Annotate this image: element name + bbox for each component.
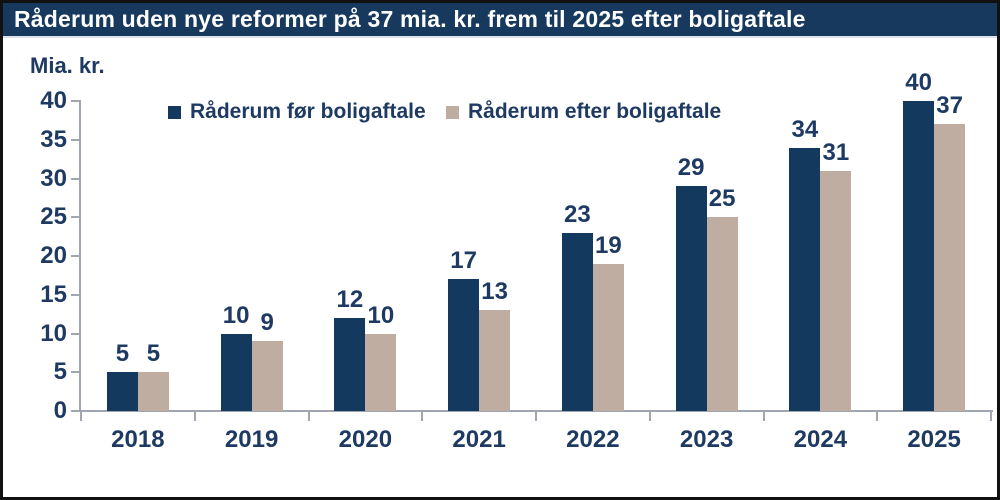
x-tick-label-2021: 2021 bbox=[452, 426, 506, 453]
chart-container: Råderum uden nye reformer på 37 mia. kr.… bbox=[3, 3, 997, 497]
y-tick-label: 15 bbox=[40, 280, 67, 308]
bar-for-boligaftale-2021 bbox=[448, 279, 480, 411]
bar-label-efter-boligaftale-2019: 9 bbox=[260, 309, 274, 337]
y-tick-label: 25 bbox=[40, 203, 67, 231]
x-tick-mark bbox=[307, 411, 310, 421]
x-tick-label-2020: 2020 bbox=[338, 426, 393, 453]
bar-for-boligaftale-2019 bbox=[220, 333, 252, 411]
bar-label-efter-boligaftale-2024: 31 bbox=[822, 138, 850, 166]
bar-for-boligaftale-2023 bbox=[675, 186, 707, 411]
bar-label-for-boligaftale-2018: 5 bbox=[115, 340, 130, 368]
bar-label-for-boligaftale-2022: 23 bbox=[564, 200, 591, 228]
y-axis-line bbox=[79, 100, 81, 412]
legend-label-efter-boligaftale: Råderum efter boligaftale bbox=[468, 100, 722, 123]
bar-efter-boligaftale-2018 bbox=[137, 372, 169, 411]
y-axis-unit-label: Mia. kr. bbox=[30, 53, 105, 78]
x-tick-mark bbox=[80, 411, 82, 421]
bar-efter-boligaftale-2022 bbox=[592, 263, 624, 411]
bar-label-efter-boligaftale-2025: 37 bbox=[936, 92, 963, 120]
bar-for-boligaftale-2018 bbox=[106, 372, 138, 411]
y-tick-mark bbox=[71, 100, 79, 102]
bar-label-for-boligaftale-2025: 40 bbox=[905, 69, 932, 96]
bar-efter-boligaftale-2023 bbox=[706, 217, 738, 411]
bar-label-for-boligaftale-2023: 29 bbox=[677, 154, 705, 182]
y-tick-mark bbox=[71, 177, 79, 180]
x-tick-mark bbox=[876, 411, 879, 421]
plot-area: 5 10 12 17 23 29 34 40 5 9 10 13 19 25 31 37 bbox=[71, 70, 993, 421]
bar-label-efter-boligaftale-2022: 19 bbox=[595, 231, 622, 259]
y-tick-label: 10 bbox=[40, 319, 67, 347]
bar-efter-boligaftale-2019 bbox=[251, 341, 283, 411]
x-tick-mark bbox=[193, 411, 196, 421]
legend-swatch-efter-boligaftale bbox=[446, 105, 459, 119]
bar-label-efter-boligaftale-2018: 5 bbox=[146, 340, 161, 368]
legend-item-efter-boligaftale: Råderum efter boligaftale bbox=[446, 100, 721, 124]
x-tick-label-2023: 2023 bbox=[679, 426, 734, 453]
bar-label-for-boligaftale-2020: 12 bbox=[336, 286, 364, 313]
y-tick-label: 20 bbox=[40, 242, 67, 269]
y-tick-label: 0 bbox=[53, 397, 67, 424]
bar-efter-boligaftale-2020 bbox=[365, 333, 397, 411]
bar-label-efter-boligaftale-2020: 10 bbox=[367, 301, 395, 329]
bar-for-boligaftale-2024 bbox=[789, 147, 821, 411]
y-tick-mark bbox=[71, 293, 79, 296]
bar-label-efter-boligaftale-2023: 25 bbox=[708, 185, 736, 213]
bar-for-boligaftale-2022 bbox=[561, 232, 593, 411]
y-tick-label: 35 bbox=[40, 125, 67, 153]
y-tick-label: 40 bbox=[40, 87, 67, 114]
y-tick-mark bbox=[71, 371, 79, 374]
y-tick-mark bbox=[71, 332, 79, 335]
chart-title-bar: Råderum uden nye reformer på 37 mia. kr.… bbox=[3, 3, 997, 38]
y-tick-mark bbox=[71, 138, 79, 141]
x-tick-mark bbox=[648, 411, 651, 421]
x-tick-label-2019: 2019 bbox=[224, 426, 279, 453]
x-tick-label-2024: 2024 bbox=[793, 426, 848, 453]
bar-label-for-boligaftale-2024: 34 bbox=[791, 115, 819, 143]
x-tick-mark bbox=[990, 411, 992, 421]
bar-label-for-boligaftale-2019: 10 bbox=[222, 301, 250, 329]
y-tick-label: 5 bbox=[53, 358, 67, 386]
bar-efter-boligaftale-2024 bbox=[820, 170, 852, 411]
bar-label-efter-boligaftale-2021: 13 bbox=[481, 278, 508, 306]
bar-label-for-boligaftale-2021: 17 bbox=[450, 247, 477, 275]
y-tick-mark bbox=[71, 255, 79, 257]
chart-title: Råderum uden nye reformer på 37 mia. kr.… bbox=[14, 6, 806, 32]
x-tick-label-2025: 2025 bbox=[907, 426, 961, 453]
bar-for-boligaftale-2025 bbox=[903, 101, 935, 411]
bar-efter-boligaftale-2021 bbox=[479, 310, 511, 411]
y-tick-mark bbox=[71, 216, 79, 219]
y-tick-mark bbox=[71, 410, 79, 412]
bar-efter-boligaftale-2025 bbox=[934, 124, 966, 411]
x-tick-label-2018: 2018 bbox=[111, 426, 165, 453]
x-tick-label-2022: 2022 bbox=[566, 426, 620, 453]
legend-item-for-boligaftale: Råderum før boligaftale bbox=[168, 100, 426, 124]
x-tick-mark bbox=[421, 411, 424, 421]
legend-swatch-for-boligaftale bbox=[168, 105, 181, 119]
y-tick-label: 30 bbox=[40, 164, 67, 192]
x-tick-mark bbox=[762, 411, 765, 421]
bar-for-boligaftale-2020 bbox=[334, 318, 366, 411]
x-tick-mark bbox=[535, 411, 537, 421]
legend-label-for-boligaftale: Råderum før boligaftale bbox=[190, 100, 426, 123]
